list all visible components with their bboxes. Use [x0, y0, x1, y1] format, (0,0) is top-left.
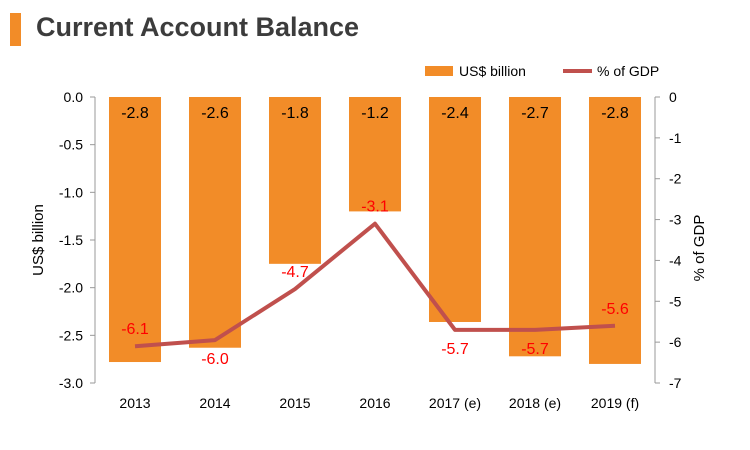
y-tick-label: -1.0 [59, 184, 83, 200]
y-tick-label: -2.5 [59, 327, 83, 343]
x-tick-label: 2013 [119, 395, 150, 411]
y-tick-label: 0.0 [64, 89, 84, 105]
line-value-label: -5.6 [601, 301, 629, 318]
bar [269, 97, 321, 264]
x-tick-label: 2014 [199, 395, 230, 411]
bar-value-label: -2.7 [521, 105, 549, 122]
legend-label-bar: US$ billion [459, 63, 526, 79]
bar [509, 97, 561, 357]
y2-axis-title: % of GDP [691, 215, 708, 282]
y-tick-label: -0.5 [59, 137, 83, 153]
legend-swatch-bar [425, 66, 453, 76]
gdp-line [134, 221, 616, 349]
bars [109, 97, 641, 364]
line-series [134, 221, 616, 349]
y-tick-label: -2.0 [59, 280, 83, 296]
bar [349, 97, 401, 212]
bar-value-label: -2.8 [601, 105, 629, 122]
x-tick-label: 2016 [359, 395, 390, 411]
bar [429, 97, 481, 322]
bar-value-label: -2.6 [201, 105, 229, 122]
chart-title: Current Account Balance [36, 12, 360, 42]
y-tick-label: -1.5 [59, 232, 83, 248]
legend-label-line: % of GDP [597, 63, 659, 79]
line-value-label: -3.1 [361, 199, 389, 216]
legend: US$ billion % of GDP [425, 63, 659, 79]
y2-tick-label: -4 [669, 252, 682, 268]
y2-tick-label: -5 [669, 293, 682, 309]
line-value-label: -6.0 [201, 351, 229, 368]
x-tick-label: 2018 (e) [509, 395, 561, 411]
y2-tick-label: -7 [669, 375, 682, 391]
y2-tick-label: -2 [669, 171, 682, 187]
y2-tick-label: 0 [669, 89, 677, 105]
y-axis-title: US$ billion [30, 204, 47, 276]
y2-tick-label: -3 [669, 212, 682, 228]
line-value-label: -5.7 [441, 341, 469, 358]
x-tick-label: 2019 (f) [591, 395, 639, 411]
line-value-label: -4.7 [281, 264, 309, 281]
line-value-label: -6.1 [121, 321, 149, 338]
y-tick-label: -3.0 [59, 375, 83, 391]
bar-value-label: -2.4 [441, 105, 469, 122]
line-value-label: -5.7 [521, 341, 549, 358]
bar-value-label: -1.8 [281, 105, 309, 122]
bar-value-label: -1.2 [361, 105, 389, 122]
x-tick-label: 2017 (e) [429, 395, 481, 411]
bar-value-label: -2.8 [121, 105, 149, 122]
bar [109, 97, 161, 363]
x-tick-label: 2015 [279, 395, 310, 411]
y2-tick-label: -1 [669, 130, 682, 146]
title-accent-bar [10, 13, 21, 46]
axes: 0.0 -0.5 -1.0 -1.5 -2.0 -2.5 -3.0 0 -1 -2 -3 -4 -5 -6… [59, 89, 682, 411]
bar [189, 97, 241, 348]
data-labels: -2.8 -2.6 -1.8 -1.2 -2.4 -2.7 -2.8 -6.1 -6.0 -4.7… [121, 105, 629, 368]
bar [589, 97, 641, 364]
y2-tick-label: -6 [669, 334, 682, 350]
